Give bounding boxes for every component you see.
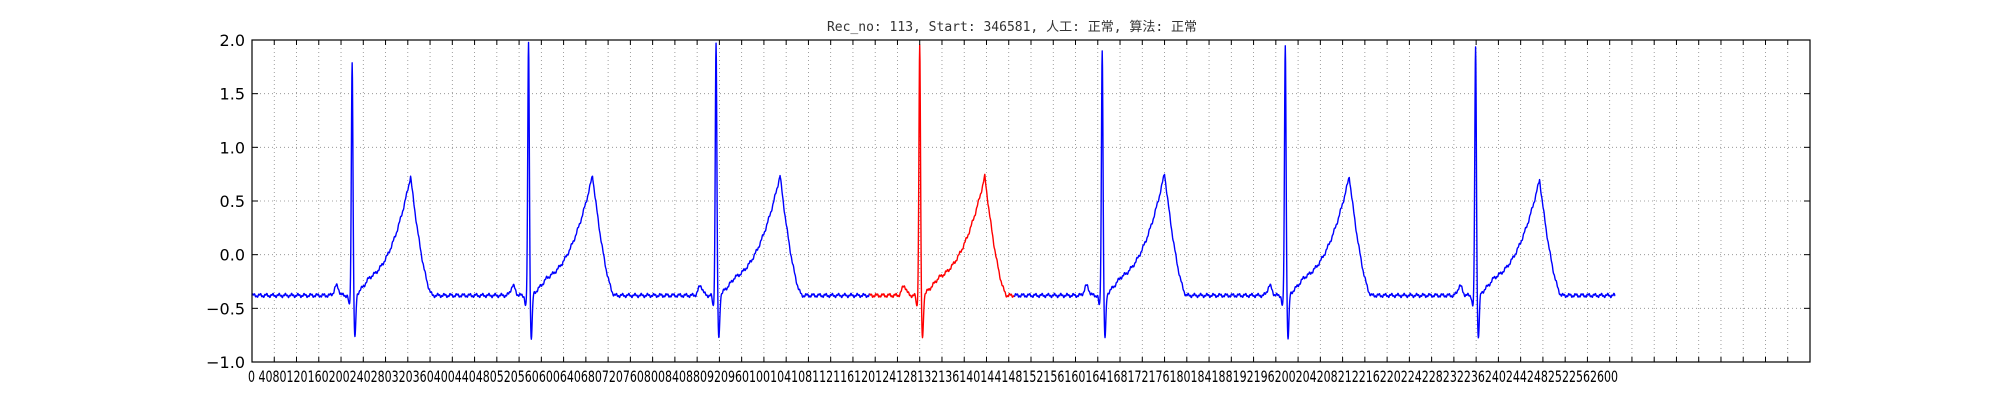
x-axis-ticks: 0 40801201602002402803203604004404805205… bbox=[248, 40, 1811, 386]
ecg-line-highlighted_beat bbox=[869, 44, 1015, 339]
ecg-line-before bbox=[251, 41, 871, 340]
y-tick-label: −1.0 bbox=[206, 353, 245, 372]
ecg-line-after bbox=[1013, 45, 1616, 340]
y-axis-ticks: −1.0 −0.5 0.0 0.5 1.0 1.5 2.0 bbox=[206, 31, 1810, 372]
y-tick-label: 2.0 bbox=[220, 31, 245, 50]
grid bbox=[251, 39, 1811, 363]
x-tick-labels: 0 40801201602002402803203604004404805205… bbox=[248, 367, 1618, 386]
y-tick-label: 0.0 bbox=[220, 246, 245, 265]
ecg-series bbox=[251, 41, 1616, 340]
y-tick-label: 1.5 bbox=[220, 85, 245, 104]
y-tick-label: 1.0 bbox=[220, 138, 245, 157]
y-tick-label: 0.5 bbox=[220, 192, 245, 211]
chart-title: Rec_no: 113, Start: 346581, 人工: 正常, 算法: … bbox=[827, 20, 1197, 35]
y-tick-label: −0.5 bbox=[206, 299, 245, 318]
